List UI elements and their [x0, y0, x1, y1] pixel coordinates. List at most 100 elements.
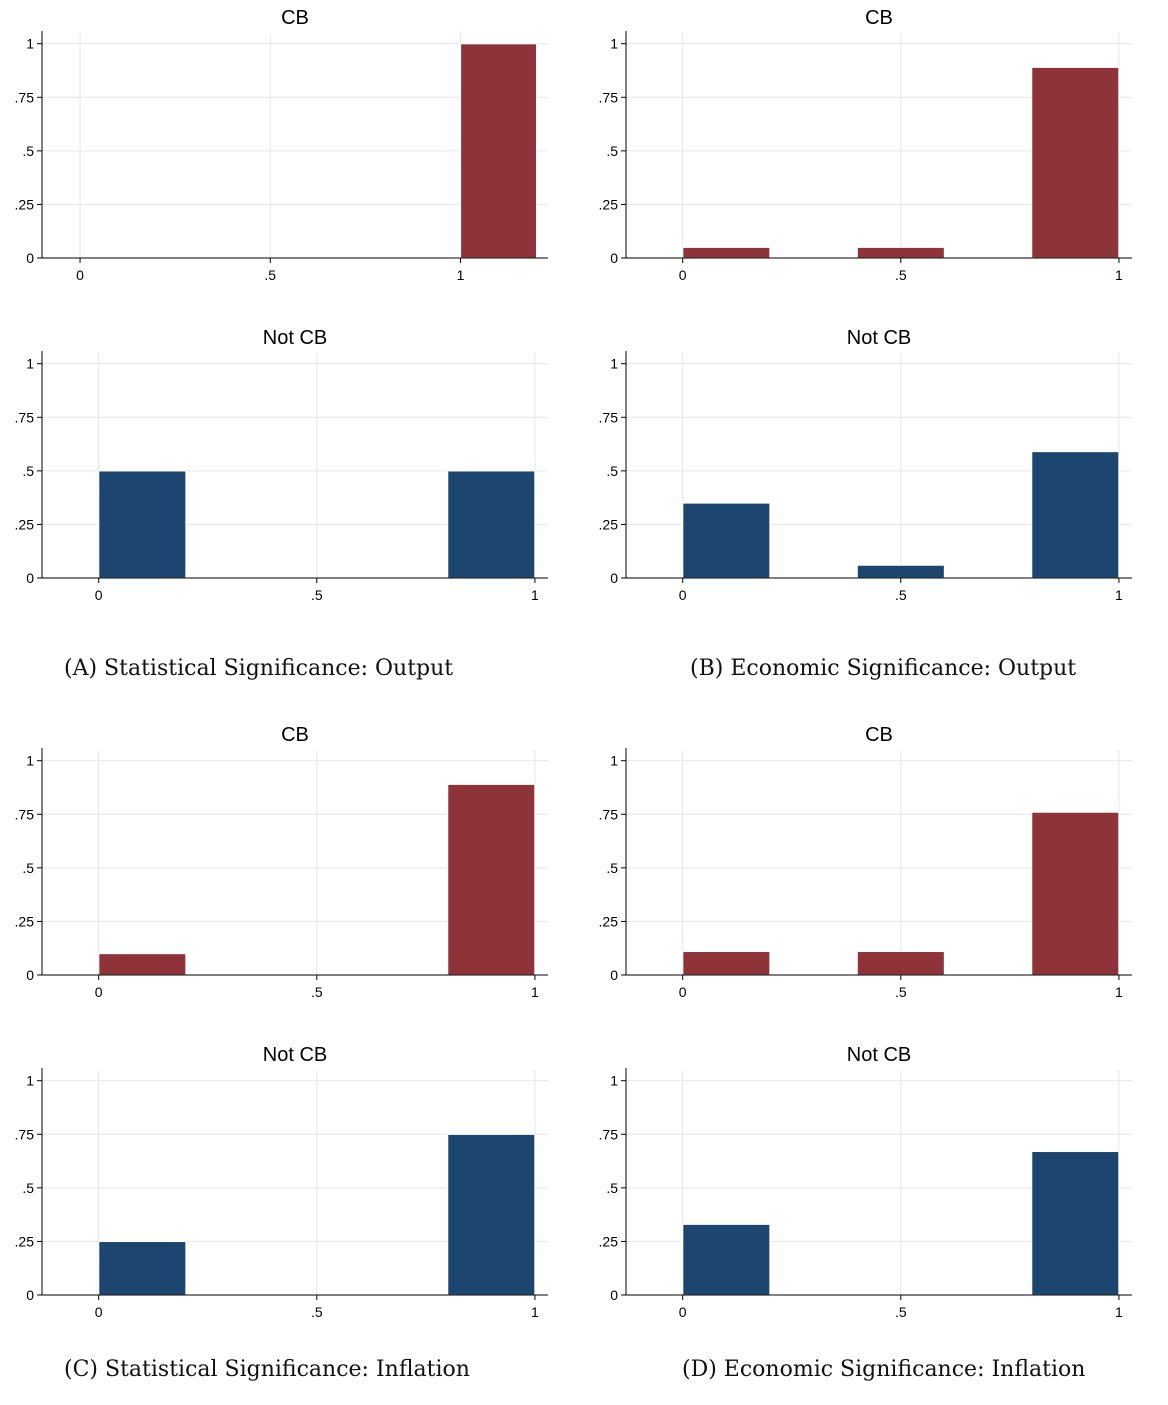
y-tick-label-d-notcb-2: .5	[606, 1180, 618, 1196]
bar-c-cb-1	[447, 783, 536, 976]
x-tick-label-c-notcb-0: 0	[95, 1304, 103, 1320]
chart-a-cb: CB 0 .25 .5 .75 1 0 .5 1	[15, 7, 548, 283]
y-tick-label-c-cb-4: 1	[26, 753, 34, 769]
chart-b-cb: CB 0 .25 .5 .75 1 0 .5 1	[599, 7, 1132, 283]
x-tick-label-b-notcb-0: 0	[679, 587, 687, 603]
y-tick-label-b-notcb-2: .5	[606, 463, 618, 479]
y-tick-label-b-cb-4: 1	[610, 36, 618, 52]
chart-title-a-cb: CB	[281, 7, 309, 29]
chart-title-d-cb: CB	[865, 724, 893, 746]
chart-title-b-notcb: Not CB	[847, 327, 911, 349]
chart-b-notcb: Not CB 0 .25 .5 .75 1 0 .5 1	[599, 327, 1132, 603]
bar-a-notcb-0	[98, 470, 187, 579]
panel-a: CB 0 .25 .5 .75 1 0 .5 1 Not CB 0 .25 .5 .75 1 0 .5 1 (A…	[0, 0, 584, 700]
caption-d: (D) Economic Significance: Inflation	[682, 1357, 1086, 1382]
x-tick-label-c-cb-2: 1	[531, 984, 539, 1000]
x-tick-label-a-notcb-1: .5	[311, 587, 323, 603]
panel-d: CB 0 .25 .5 .75 1 0 .5 1 Not CB 0 .25 .5 .75 1 0 .5 1 (D…	[584, 717, 1168, 1405]
y-tick-label-d-cb-1: .25	[599, 913, 619, 929]
bar-b-cb-0	[682, 246, 771, 259]
y-tick-label-b-notcb-1: .25	[599, 516, 619, 532]
y-tick-label-d-cb-4: 1	[610, 753, 618, 769]
bar-c-cb-0	[98, 952, 187, 976]
y-tick-label-c-notcb-0: 0	[26, 1287, 34, 1303]
y-tick-label-c-cb-1: .25	[15, 913, 35, 929]
y-tick-label-c-cb-0: 0	[26, 967, 34, 983]
x-tick-label-b-notcb-1: .5	[895, 587, 907, 603]
bar-d-cb-2	[1031, 811, 1120, 976]
y-tick-label-b-notcb-0: 0	[610, 570, 618, 586]
x-tick-label-d-notcb-2: 1	[1115, 1304, 1123, 1320]
y-tick-label-d-notcb-0: 0	[610, 1287, 618, 1303]
bar-b-notcb-1	[856, 564, 946, 579]
chart-title-c-notcb: Not CB	[263, 1044, 327, 1066]
bar-b-notcb-2	[1031, 450, 1120, 579]
y-tick-label-d-notcb-4: 1	[610, 1073, 618, 1089]
bar-a-cb-0	[459, 43, 538, 259]
chart-a-notcb: Not CB 0 .25 .5 .75 1 0 .5 1	[15, 327, 548, 603]
chart-c-notcb: Not CB 0 .25 .5 .75 1 0 .5 1	[15, 1044, 548, 1320]
bar-d-notcb-0	[682, 1223, 771, 1296]
x-tick-label-b-cb-2: 1	[1115, 267, 1123, 283]
y-tick-label-c-cb-3: .75	[15, 806, 35, 822]
x-tick-label-b-cb-1: .5	[895, 267, 907, 283]
y-tick-label-a-notcb-2: .5	[22, 463, 34, 479]
caption-c: (C) Statistical Significance: Inflation	[64, 1357, 470, 1382]
x-tick-label-c-notcb-1: .5	[311, 1304, 323, 1320]
y-tick-label-a-cb-2: .5	[22, 143, 34, 159]
y-tick-label-a-notcb-4: 1	[26, 356, 34, 372]
panel-b: CB 0 .25 .5 .75 1 0 .5 1 Not CB 0 .25 .5 .75 1 0 .5 1 (B…	[584, 0, 1168, 700]
x-tick-label-a-notcb-2: 1	[531, 587, 539, 603]
y-tick-label-a-notcb-0: 0	[26, 570, 34, 586]
bar-c-notcb-0	[98, 1240, 187, 1296]
y-tick-label-a-notcb-3: .75	[15, 409, 35, 425]
chart-title-a-notcb: Not CB	[263, 327, 327, 349]
x-tick-label-d-notcb-1: .5	[895, 1304, 907, 1320]
chart-title-d-notcb: Not CB	[847, 1044, 911, 1066]
caption-b: (B) Economic Significance: Output	[690, 656, 1077, 681]
x-tick-label-a-cb-0: 0	[76, 267, 84, 283]
x-tick-label-d-notcb-0: 0	[679, 1304, 687, 1320]
y-tick-label-a-notcb-1: .25	[15, 516, 35, 532]
chart-title-b-cb: CB	[865, 7, 893, 29]
y-tick-label-c-notcb-4: 1	[26, 1073, 34, 1089]
chart-c-cb: CB 0 .25 .5 .75 1 0 .5 1	[15, 724, 548, 1000]
bar-b-notcb-0	[682, 502, 771, 579]
y-tick-label-c-notcb-1: .25	[15, 1233, 35, 1249]
y-tick-label-a-cb-0: 0	[26, 250, 34, 266]
y-tick-label-b-notcb-3: .75	[599, 409, 619, 425]
bar-d-cb-0	[682, 950, 771, 976]
x-tick-label-b-notcb-2: 1	[1115, 587, 1123, 603]
x-tick-label-d-cb-0: 0	[679, 984, 687, 1000]
bar-b-cb-1	[856, 246, 946, 259]
y-tick-label-d-cb-0: 0	[610, 967, 618, 983]
y-tick-label-c-cb-2: .5	[22, 860, 34, 876]
x-tick-label-d-cb-2: 1	[1115, 984, 1123, 1000]
x-tick-label-a-cb-1: .5	[264, 267, 276, 283]
y-tick-label-d-cb-3: .75	[599, 806, 619, 822]
y-tick-label-a-cb-3: .75	[15, 89, 35, 105]
y-tick-label-b-cb-3: .75	[599, 89, 619, 105]
y-tick-label-b-cb-1: .25	[599, 196, 619, 212]
x-tick-label-d-cb-1: .5	[895, 984, 907, 1000]
y-tick-label-a-cb-4: 1	[26, 36, 34, 52]
x-tick-label-c-cb-0: 0	[95, 984, 103, 1000]
x-tick-label-c-notcb-2: 1	[531, 1304, 539, 1320]
y-tick-label-b-cb-2: .5	[606, 143, 618, 159]
y-tick-label-d-cb-2: .5	[606, 860, 618, 876]
bar-a-notcb-1	[447, 470, 536, 579]
y-tick-label-b-cb-0: 0	[610, 250, 618, 266]
y-tick-label-d-notcb-1: .25	[599, 1233, 619, 1249]
x-tick-label-b-cb-0: 0	[679, 267, 687, 283]
chart-d-cb: CB 0 .25 .5 .75 1 0 .5 1	[599, 724, 1132, 1000]
bar-b-cb-2	[1031, 66, 1120, 259]
panel-c: CB 0 .25 .5 .75 1 0 .5 1 Not CB 0 .25 .5 .75 1 0 .5 1 (C…	[0, 717, 584, 1405]
caption-a: (A) Statistical Significance: Output	[64, 656, 454, 681]
chart-d-notcb: Not CB 0 .25 .5 .75 1 0 .5 1	[599, 1044, 1132, 1320]
bar-c-notcb-1	[447, 1133, 536, 1296]
x-tick-label-a-cb-2: 1	[457, 267, 465, 283]
x-tick-label-a-notcb-0: 0	[95, 587, 103, 603]
y-tick-label-c-notcb-3: .75	[15, 1126, 35, 1142]
y-tick-label-c-notcb-2: .5	[22, 1180, 34, 1196]
y-tick-label-b-notcb-4: 1	[610, 356, 618, 372]
